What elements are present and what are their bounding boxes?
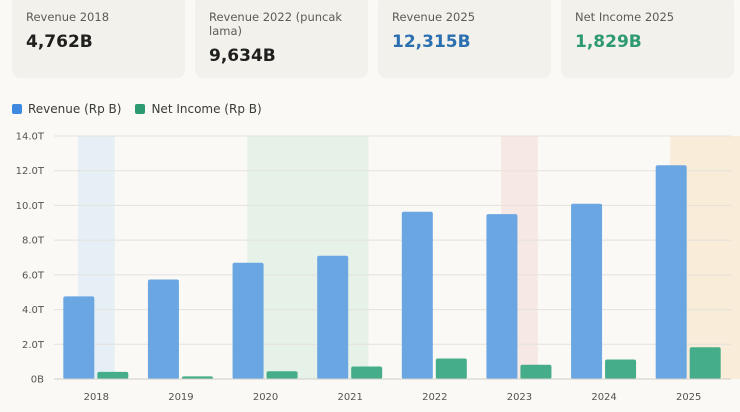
kpi-label: Revenue 2025 (392, 10, 476, 24)
legend-label-revenue: Revenue (Rp B) (28, 102, 122, 116)
x-tick-label: 2023 (507, 392, 532, 403)
legend-item-net-income[interactable]: Net Income (Rp B) (135, 102, 262, 116)
kpi-value: 9,634B (209, 46, 276, 66)
kpi-card-revenue-2025: Revenue 2025 12,315B (378, 0, 551, 78)
y-tick-label: 8.0T (22, 236, 45, 247)
kpi-value: 12,315B (392, 32, 471, 52)
legend-swatch-revenue (12, 104, 22, 114)
revenue-bar (232, 262, 264, 379)
kpi-card-revenue-2022: Revenue 2022 (puncak lama) 9,634B (195, 0, 368, 78)
revenue-bar (147, 279, 179, 379)
revenue-bar (401, 211, 433, 379)
y-tick-label: 6.0T (22, 270, 45, 281)
x-tick-label: 2019 (168, 392, 193, 403)
y-tick-label: 0B (31, 375, 44, 386)
revenue-bar (655, 165, 687, 379)
y-tick-label: 4.0T (22, 305, 45, 316)
revenue-bar (486, 214, 518, 379)
revenue-bar (63, 296, 95, 379)
net-income-bar (605, 359, 637, 379)
x-tick-label: 2022 (422, 392, 447, 403)
x-tick-label: 2024 (591, 392, 616, 403)
x-tick-label: 2021 (337, 392, 362, 403)
net-income-bar (520, 364, 552, 379)
chart-legend: Revenue (Rp B) Net Income (Rp B) (12, 102, 262, 116)
legend-swatch-net-income (135, 104, 146, 114)
x-tick-label: 2018 (84, 392, 109, 403)
x-tick-label: 2020 (253, 392, 278, 403)
legend-label-net-income: Net Income (Rp B) (151, 102, 262, 116)
kpi-label: Net Income 2025 (575, 10, 675, 24)
kpi-value: 4,762B (26, 32, 93, 52)
kpi-card-revenue-2018: Revenue 2018 4,762B (12, 0, 185, 78)
y-tick-label: 2.0T (22, 340, 45, 351)
net-income-bar (266, 371, 298, 379)
net-income-bar (181, 376, 213, 379)
net-income-bar (435, 358, 467, 379)
y-tick-label: 12.0T (16, 166, 45, 177)
kpi-label: Revenue 2018 (26, 10, 110, 24)
y-tick-label: 10.0T (16, 201, 45, 212)
net-income-bar (97, 371, 129, 379)
net-income-bar (351, 366, 383, 379)
x-tick-label: 2025 (676, 392, 701, 403)
kpi-card-net-income-2025: Net Income 2025 1,829B (561, 0, 734, 78)
kpi-value: 1,829B (575, 32, 642, 52)
revenue-bar (317, 255, 349, 379)
highlight-band-1 (247, 136, 369, 379)
y-tick-label: 14.0T (16, 132, 45, 143)
net-income-bar (689, 347, 721, 379)
kpi-cards: Revenue 2018 4,762B Revenue 2022 (puncak… (12, 0, 734, 78)
kpi-label: Revenue 2022 (puncak lama) (209, 10, 343, 38)
legend-item-revenue[interactable]: Revenue (Rp B) (12, 102, 121, 116)
revenue-bar (571, 203, 603, 379)
